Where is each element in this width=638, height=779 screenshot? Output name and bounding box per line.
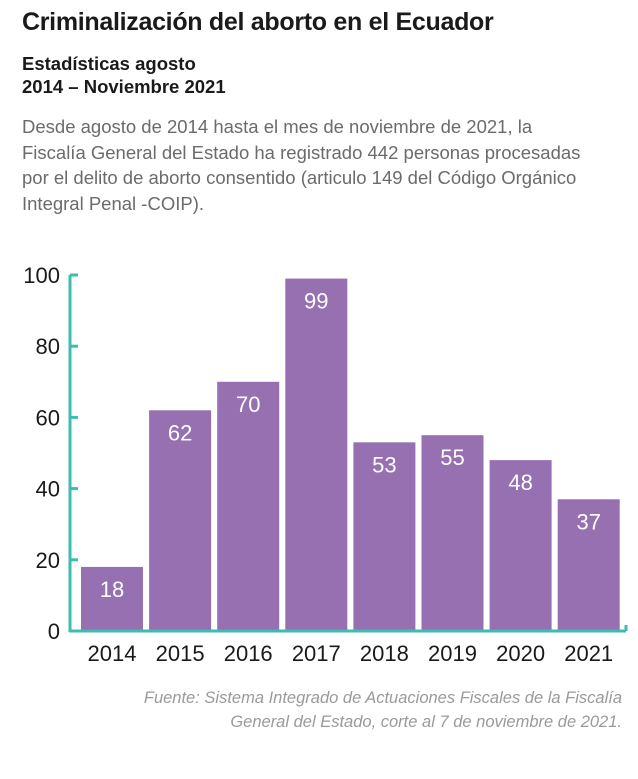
bar-value-label: 70 xyxy=(236,392,260,417)
x-tick-label: 2014 xyxy=(88,641,137,666)
bar-2019 xyxy=(421,435,484,631)
source-note: Fuente: Sistema Integrado de Actuaciones… xyxy=(143,689,622,731)
y-tick-label: 40 xyxy=(36,477,60,502)
chart-subtitle: Estadísticas agosto 2014 – Noviembre 202… xyxy=(22,52,226,98)
bar-value-label: 37 xyxy=(576,509,600,534)
bar-2014 xyxy=(81,566,143,631)
x-tick-label: 2021 xyxy=(564,641,613,666)
bar-2017 xyxy=(285,278,348,631)
bar-value-label: 53 xyxy=(372,452,396,477)
bar-value-label: 55 xyxy=(440,445,464,470)
bar-2018 xyxy=(353,442,416,631)
chart-title: Criminalización del aborto en el Ecuador xyxy=(22,8,494,36)
x-tick-label: 2019 xyxy=(428,641,477,666)
y-tick-label: 80 xyxy=(36,334,60,359)
bar-value-label: 99 xyxy=(304,289,328,314)
x-tick-label: 2020 xyxy=(496,641,545,666)
bar-2016 xyxy=(217,381,280,631)
y-tick-label: 20 xyxy=(36,548,60,573)
bar-2020 xyxy=(489,460,552,631)
bar-2021 xyxy=(557,499,620,631)
x-tick-label: 2018 xyxy=(360,641,409,666)
bar-2015 xyxy=(149,410,212,631)
chart-description: Desde agosto de 2014 hasta el mes de nov… xyxy=(22,116,581,214)
y-tick-label: 0 xyxy=(48,619,60,644)
x-tick-label: 2017 xyxy=(292,641,341,666)
subtitle-line-1: Estadísticas agosto xyxy=(22,53,196,74)
y-tick-label: 60 xyxy=(36,405,60,430)
x-tick-label: 2015 xyxy=(156,641,205,666)
y-tick-label: 100 xyxy=(23,263,60,288)
bar-value-label: 62 xyxy=(168,420,192,445)
bar-value-label: 48 xyxy=(508,470,532,495)
subtitle-line-2: 2014 – Noviembre 2021 xyxy=(22,76,226,97)
bar-chart: 18 62 70 99 53 55 48 37 0 20 40 60 80 100 2014 2015 2016… xyxy=(23,263,628,666)
x-tick-label: 2016 xyxy=(224,641,273,666)
bar-value-label: 18 xyxy=(100,577,124,602)
